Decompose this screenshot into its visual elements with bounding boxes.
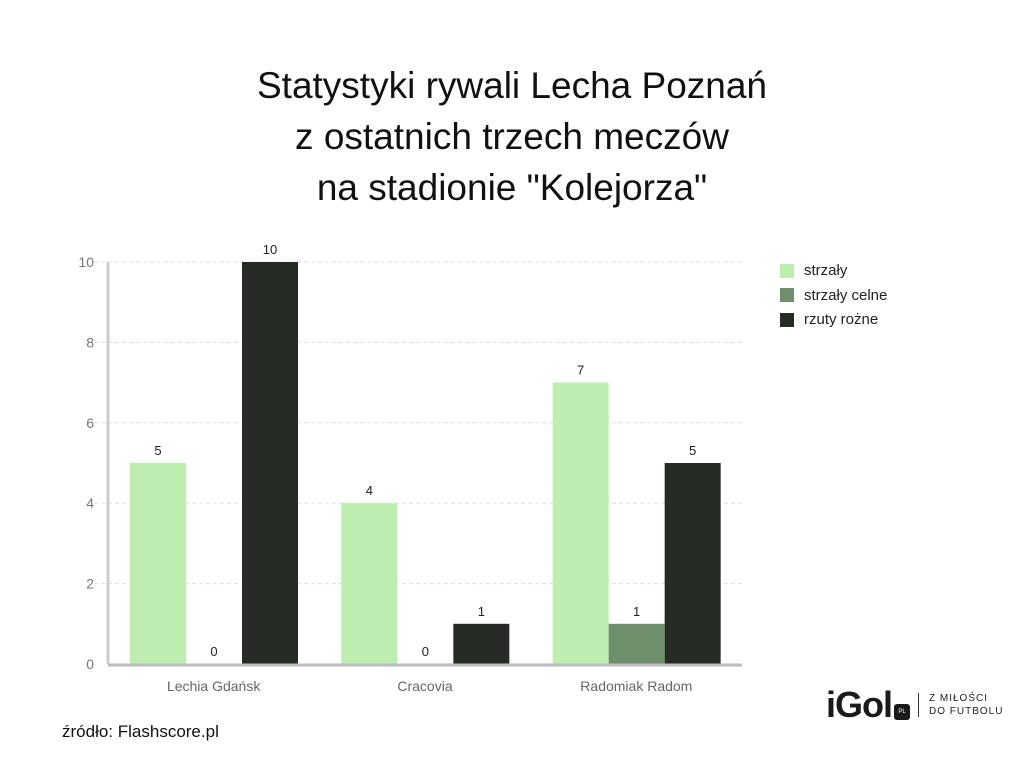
bar (552, 382, 609, 664)
y-tick-label: 0 (86, 656, 94, 672)
x-tick-label: Radomiak Radom (580, 678, 692, 694)
logo-brand: iGol (826, 684, 893, 725)
title-line: Statystyki rywali Lecha Poznań (256, 65, 767, 106)
bar (341, 503, 398, 664)
bar (242, 262, 298, 664)
y-tick-label: 10 (78, 254, 94, 270)
tagline-line: DO FUTBOLU (929, 706, 1004, 717)
data-label: 7 (577, 363, 584, 378)
legend-swatch (780, 312, 794, 327)
title-line: z ostatnich trzech meczów (295, 116, 729, 157)
legend-item: rzuty rożne (780, 311, 878, 328)
legend-label: strzały celne (804, 286, 888, 304)
x-tick-label: Cracovia (397, 678, 452, 694)
logo-tagline: Z MIŁOŚCI DO FUTBOLU (929, 692, 1003, 718)
data-label: 10 (263, 242, 277, 257)
legend-label: rzuty rożne (804, 311, 879, 328)
bar (664, 463, 721, 664)
chart-title: Statystyki rywali Lecha Poznań z ostatni… (0, 60, 1024, 213)
bar (608, 623, 665, 664)
data-label: 0 (210, 644, 217, 659)
legend-label: strzały (804, 262, 848, 279)
data-label: 5 (154, 443, 161, 458)
legend-item: strzały (780, 262, 847, 279)
data-label: 5 (689, 443, 696, 458)
legend-swatch (780, 263, 794, 278)
data-label: 4 (366, 483, 373, 498)
source-note: źródło: Flashscore.pl (62, 722, 219, 741)
y-tick-label: 8 (86, 334, 94, 350)
igol-logo: iGol PL Z MIŁOŚCI DO FUTBOLU (826, 684, 1003, 726)
y-tick-label: 2 (86, 576, 94, 592)
bar (130, 463, 186, 664)
y-tick-label: 6 (86, 415, 94, 431)
legend-item: strzały celne (780, 287, 887, 304)
tagline-line: Z MIŁOŚCI (929, 693, 989, 704)
data-label: 1 (478, 604, 485, 619)
data-label: 1 (633, 604, 640, 619)
bar (453, 623, 510, 664)
logo-badge: PL (894, 704, 910, 720)
logo-divider (918, 693, 919, 717)
x-tick-label: Lechia Gdańsk (167, 678, 261, 694)
y-tick-label: 4 (86, 495, 94, 511)
data-label: 0 (422, 644, 429, 659)
title-line: na stadionie "Kolejorza" (316, 167, 708, 208)
legend-swatch (780, 288, 794, 302)
